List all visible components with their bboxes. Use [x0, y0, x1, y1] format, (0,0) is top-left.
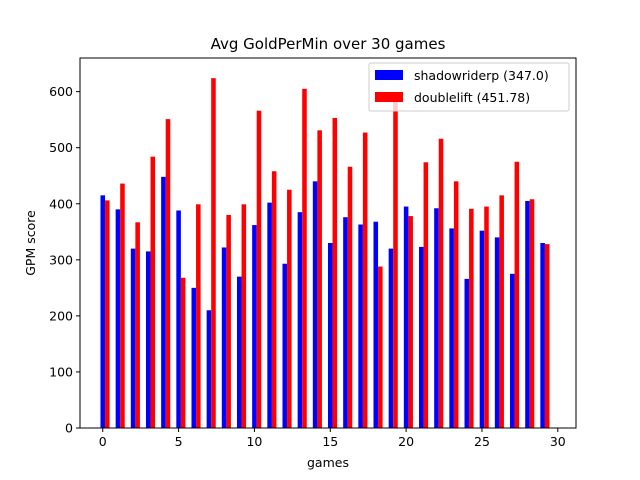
- y-tick-label: 400: [49, 196, 73, 211]
- bar-doublelift-game-1: [120, 183, 125, 428]
- bar-shadowriderp-game-8: [221, 247, 227, 428]
- bar-doublelift-game-3: [150, 156, 156, 429]
- y-tick-label: 200: [49, 308, 73, 323]
- bar-doublelift-game-26: [499, 195, 504, 428]
- bar-shadowriderp-game-15: [328, 243, 333, 428]
- bar-shadowriderp-game-21: [419, 246, 424, 428]
- y-axis-label: GPM score: [23, 210, 38, 276]
- bar-shadowriderp-game-17: [358, 224, 363, 428]
- x-tick-label: 25: [474, 434, 490, 449]
- bar-shadowriderp-game-20: [403, 206, 409, 428]
- y-tick-label: 0: [65, 421, 73, 436]
- bar-shadowriderp-game-23: [449, 228, 454, 428]
- bar-doublelift-game-0: [105, 200, 110, 428]
- bar-doublelift-game-17: [362, 132, 368, 428]
- bar-doublelift-game-2: [135, 222, 140, 428]
- bar-doublelift-game-12: [287, 189, 292, 428]
- bar-shadowriderp-game-4: [161, 176, 166, 428]
- y-tick-label: 300: [49, 252, 73, 267]
- legend-box: [368, 62, 570, 112]
- x-tick-label: 30: [550, 434, 566, 449]
- bar-doublelift-game-15: [332, 117, 338, 428]
- bar-shadowriderp-game-1: [115, 209, 121, 428]
- bar-shadowriderp-game-6: [191, 287, 197, 428]
- bar-shadowriderp-game-24: [464, 278, 470, 428]
- x-tick-label: 20: [398, 434, 414, 449]
- bars-layer: [100, 78, 550, 429]
- bar-shadowriderp-game-14: [312, 181, 318, 428]
- bar-doublelift-game-16: [347, 166, 353, 428]
- bar-shadowriderp-game-25: [479, 230, 485, 428]
- bar-shadowriderp-game-7: [206, 310, 212, 428]
- bar-doublelift-game-22: [438, 138, 444, 429]
- bar-shadowriderp-game-5: [176, 210, 181, 428]
- plot-frame: [79, 57, 577, 429]
- bar-shadowriderp-game-0: [100, 195, 106, 428]
- bar-shadowriderp-game-10: [252, 225, 257, 428]
- bar-shadowriderp-game-18: [373, 221, 379, 428]
- x-axis-label: games: [307, 455, 349, 470]
- bar-shadowriderp-game-27: [510, 273, 515, 428]
- legend-label-shadowriderp: shadowriderp (347.0): [414, 68, 549, 83]
- bar-doublelift-game-6: [196, 204, 201, 428]
- x-tick-label: 5: [175, 434, 183, 449]
- legend-label-doublelift: doublelift (451.78): [414, 90, 530, 105]
- y-axis: 0 100 200 300 400 500 600: [49, 84, 80, 436]
- bar-shadowriderp-game-9: [236, 276, 242, 428]
- bar-doublelift-game-4: [165, 119, 171, 429]
- bar-doublelift-game-24: [469, 208, 474, 428]
- bar-doublelift-game-25: [484, 206, 489, 428]
- bar-shadowriderp-game-11: [267, 202, 272, 428]
- bar-shadowriderp-game-19: [388, 248, 394, 428]
- bar-doublelift-game-10: [256, 110, 262, 428]
- bar-doublelift-game-18: [378, 266, 383, 428]
- bar-doublelift-game-19: [393, 101, 398, 428]
- bar-doublelift-game-20: [408, 216, 413, 428]
- bar-doublelift-game-28: [529, 199, 535, 428]
- legend: shadowriderp (347.0) doublelift (451.78): [368, 62, 570, 112]
- bar-doublelift-game-11: [271, 171, 277, 429]
- bar-shadowriderp-game-26: [494, 237, 500, 428]
- bar-doublelift-game-7: [211, 78, 216, 429]
- y-tick-label: 100: [49, 364, 73, 379]
- y-tick-label: 500: [49, 140, 73, 155]
- x-tick-label: 15: [322, 434, 338, 449]
- bar-shadowriderp-game-13: [297, 212, 303, 428]
- bar-shadowriderp-game-16: [343, 217, 348, 428]
- x-tick-label: 10: [246, 434, 262, 449]
- bar-shadowriderp-game-29: [540, 243, 545, 428]
- bar-doublelift-game-5: [180, 277, 186, 428]
- bar-shadowriderp-game-12: [282, 263, 288, 428]
- bar-doublelift-game-29: [544, 244, 550, 428]
- bar-shadowriderp-game-28: [525, 200, 530, 428]
- x-tick-label: 0: [99, 434, 107, 449]
- x-axis: 0 5 10 15 20 25 30: [99, 428, 566, 449]
- bar-doublelift-game-21: [423, 162, 429, 428]
- legend-swatch-doublelift: [375, 92, 403, 102]
- bar-doublelift-game-13: [302, 88, 307, 428]
- legend-swatch-shadowriderp: [375, 70, 403, 80]
- bar-shadowriderp-game-2: [130, 248, 136, 428]
- bar-doublelift-game-8: [226, 214, 231, 428]
- bar-doublelift-game-14: [317, 130, 322, 428]
- bar-doublelift-game-23: [453, 181, 459, 428]
- y-tick-label: 600: [49, 84, 73, 99]
- bar-shadowriderp-game-3: [145, 251, 151, 428]
- bar-doublelift-game-27: [514, 161, 520, 428]
- bar-shadowriderp-game-22: [434, 208, 439, 428]
- bar-doublelift-game-9: [241, 204, 247, 428]
- chart-title: Avg GoldPerMin over 30 games: [211, 35, 446, 53]
